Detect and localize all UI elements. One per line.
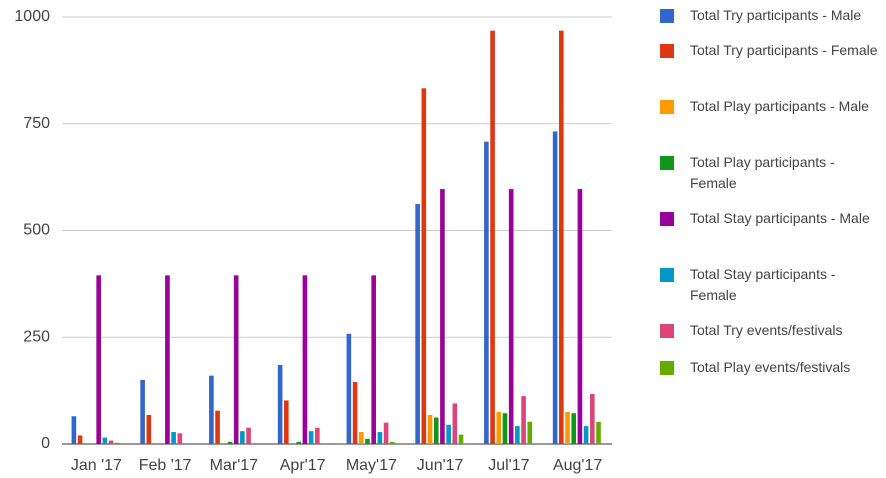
bar (583, 426, 589, 444)
bar (502, 413, 508, 444)
bar (515, 426, 520, 444)
bar (315, 427, 320, 444)
bar (571, 413, 577, 444)
bar (171, 432, 176, 444)
y-tick-label: 1000 (14, 8, 50, 25)
bar (96, 275, 101, 444)
x-tick-label: Apr'17 (280, 457, 326, 474)
legend-item: Total Play events/festivals (660, 359, 880, 378)
x-tick-label: Jul'17 (488, 457, 529, 474)
legend-label: Total Stay participants - Female (690, 266, 836, 303)
legend-swatch (660, 361, 674, 375)
bar (590, 394, 595, 444)
bar (140, 379, 145, 444)
x-tick-label: Jan '17 (71, 457, 122, 474)
legend-item: Total Try events/festivals (660, 322, 880, 341)
legend-label: Total Play participants - Male (690, 98, 869, 114)
bar (527, 421, 533, 444)
legend-item: Total Stay participants - Female (660, 266, 880, 306)
bar (383, 422, 389, 444)
bar (227, 441, 233, 444)
bar (114, 442, 120, 444)
bar (389, 441, 395, 444)
bar (177, 433, 183, 444)
legend-swatch (660, 100, 674, 114)
bar (346, 333, 352, 444)
bar (565, 411, 570, 444)
legend-item: Total Stay participants - Male (660, 210, 880, 229)
bar (215, 410, 220, 444)
bar (415, 204, 420, 444)
bar (352, 382, 358, 444)
legend-label: Total Play events/festivals (690, 359, 851, 375)
bar (433, 417, 439, 444)
bar (233, 275, 239, 444)
bar (365, 438, 370, 444)
bar (377, 432, 383, 444)
x-tick-label: Jun'17 (417, 457, 464, 474)
bar (427, 414, 433, 444)
bar (508, 189, 514, 444)
bar (296, 441, 302, 444)
bar (446, 424, 451, 444)
legend-item: Total Try participants - Male (660, 7, 880, 26)
legend-label: Total Try participants - Male (690, 7, 862, 23)
bar (552, 131, 558, 444)
bar (559, 30, 564, 444)
bar (277, 365, 283, 444)
legend-label: Total Play participants - Female (690, 154, 835, 191)
chart: 0 250 500 750 1000 Jan '17 Feb '17 Mar'17 Apr'17… (14, 8, 612, 474)
bar (458, 434, 464, 444)
legend-swatch (660, 268, 674, 282)
bar (521, 396, 526, 444)
bar (577, 189, 583, 444)
x-tick-label: May'17 (346, 457, 397, 474)
legend-label: Total Stay participants - Male (690, 210, 870, 226)
bar (165, 275, 170, 444)
legend-swatch (660, 156, 674, 170)
bar (358, 432, 364, 444)
bar (71, 416, 77, 444)
legend-item: Total Try participants - Female (660, 42, 880, 61)
bar (246, 427, 251, 444)
x-tick-label: Feb '17 (139, 457, 192, 474)
bar (421, 88, 427, 445)
bar (308, 431, 314, 444)
legend-item: Total Play participants - Female (660, 154, 880, 194)
bar (77, 435, 83, 444)
legend-swatch (660, 44, 674, 58)
bar (284, 400, 289, 444)
legend-label: Total Try participants - Female (690, 42, 878, 58)
bar (452, 403, 458, 444)
bar (102, 437, 108, 444)
bar (240, 431, 245, 444)
bar (302, 275, 308, 444)
legend-label: Total Try events/festivals (690, 322, 843, 338)
legend-swatch (660, 212, 674, 226)
legend-swatch (660, 324, 674, 338)
legend-item: Total Play participants - Male (660, 98, 880, 117)
x-tick-label: Aug'17 (553, 457, 602, 474)
y-tick-label: 250 (23, 328, 50, 345)
bar (146, 414, 152, 444)
bar (496, 411, 502, 444)
bar (490, 30, 495, 444)
bar (484, 141, 489, 444)
bar (209, 375, 214, 444)
bar (596, 421, 601, 444)
y-tick-label: 0 (41, 435, 50, 452)
y-tick-label: 500 (23, 222, 50, 239)
x-tick-label: Mar'17 (210, 457, 259, 474)
bar (371, 275, 376, 444)
bar (108, 440, 114, 444)
y-tick-label: 750 (23, 115, 50, 132)
bar (440, 189, 445, 444)
legend-swatch (660, 9, 674, 23)
